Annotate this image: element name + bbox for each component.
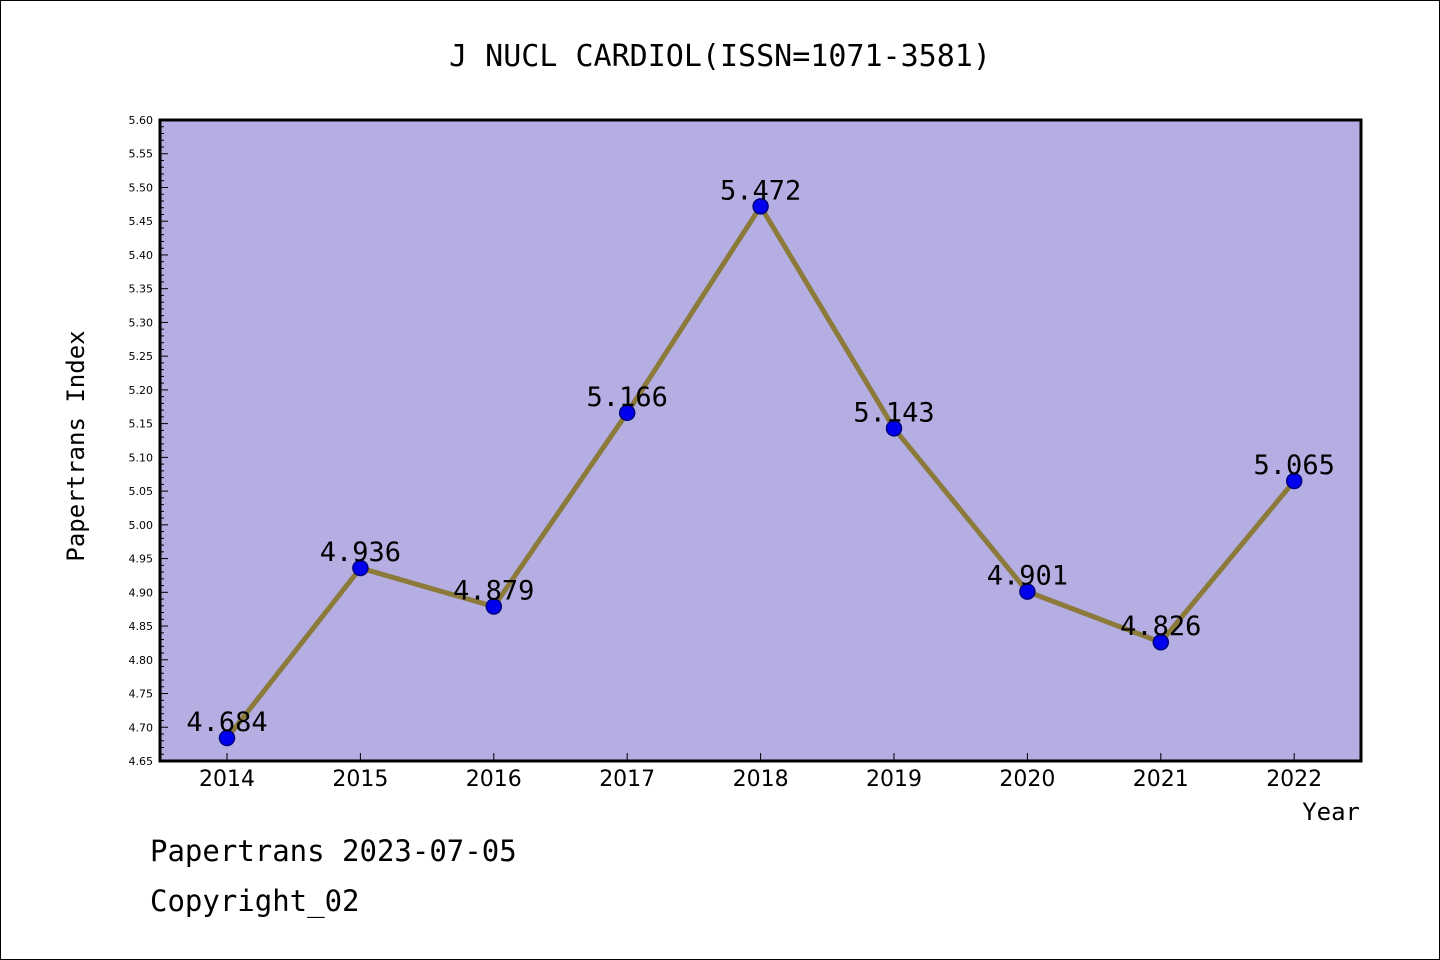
y-tick-label: 4.75	[129, 688, 154, 701]
data-label: 4.879	[453, 575, 534, 606]
x-tick-label: 2016	[466, 767, 522, 792]
data-point	[352, 559, 369, 577]
x-tick-label: 2014	[199, 767, 255, 792]
plot-area	[158, 118, 1363, 763]
x-axis-label: Year	[1302, 798, 1360, 826]
y-tick-label: 5.45	[129, 215, 154, 228]
y-tick-label: 4.80	[129, 654, 154, 667]
data-point	[485, 598, 503, 615]
data-point	[1019, 583, 1036, 600]
y-tick-label: 5.35	[129, 283, 154, 296]
data-label-layer: 4.684 4.936 4.879 5.166 5.472 5.143 4.901 4.826…	[186, 175, 1334, 738]
data-label: 5.065	[1254, 450, 1335, 481]
y-axis: 4.65 4.70 4.75 4.80 4.85 4.90 4.95 5.00 5.05 5.10…	[129, 114, 168, 768]
y-tick-label: 5.25	[129, 350, 154, 363]
data-point	[1285, 472, 1303, 490]
data-point	[1152, 633, 1170, 651]
y-tick-label: 4.90	[129, 586, 154, 599]
data-point	[885, 420, 903, 437]
y-tick-label: 5.05	[129, 485, 154, 498]
x-tick-label: 2019	[866, 767, 922, 792]
x-tick-label: 2015	[332, 767, 388, 792]
x-tick-label: 2021	[1133, 767, 1189, 792]
y-tick-label: 4.65	[129, 755, 154, 768]
data-label: 4.826	[1120, 611, 1201, 642]
y-tick-label: 5.50	[129, 181, 154, 194]
x-tick-label: 2022	[1266, 767, 1322, 792]
x-tick-label: 2020	[999, 767, 1055, 792]
y-tick-label: 5.55	[129, 148, 154, 161]
series-layer	[218, 198, 1303, 747]
y-tick-label: 5.15	[129, 418, 154, 431]
y-tick-label: 5.30	[129, 316, 154, 329]
x-axis: 2014 2015 2016 2017 2018 2019 2020 2021 2022	[199, 753, 1322, 792]
chart-title: J NUCL CARDIOL(ISSN=1071-3581)	[449, 39, 991, 74]
x-tick-label: 2018	[733, 767, 789, 792]
y-tick-label: 5.10	[129, 451, 154, 464]
y-tick-label: 5.40	[129, 249, 154, 262]
data-label: 4.901	[987, 561, 1068, 592]
y-tick-label: 5.00	[129, 519, 154, 532]
data-point	[618, 404, 636, 422]
y-axis-label: Papertrans Index	[62, 330, 90, 561]
footer-date: Papertrans 2023-07-05	[150, 834, 517, 868]
y-tick-label: 5.60	[129, 114, 154, 127]
y-tick-label: 4.70	[129, 721, 154, 734]
footer-copyright: Copyright_02	[150, 884, 360, 918]
y-tick-label: 5.20	[129, 384, 154, 397]
data-label: 5.472	[720, 175, 801, 206]
y-tick-label: 4.85	[129, 620, 154, 633]
data-point	[218, 729, 236, 747]
data-point	[752, 198, 769, 215]
data-label: 5.143	[853, 397, 934, 428]
data-label: 4.684	[186, 707, 267, 738]
data-label: 5.166	[587, 382, 668, 413]
y-tick-label: 4.95	[129, 553, 154, 566]
data-label: 4.936	[320, 537, 401, 568]
x-tick-label: 2017	[599, 767, 655, 792]
